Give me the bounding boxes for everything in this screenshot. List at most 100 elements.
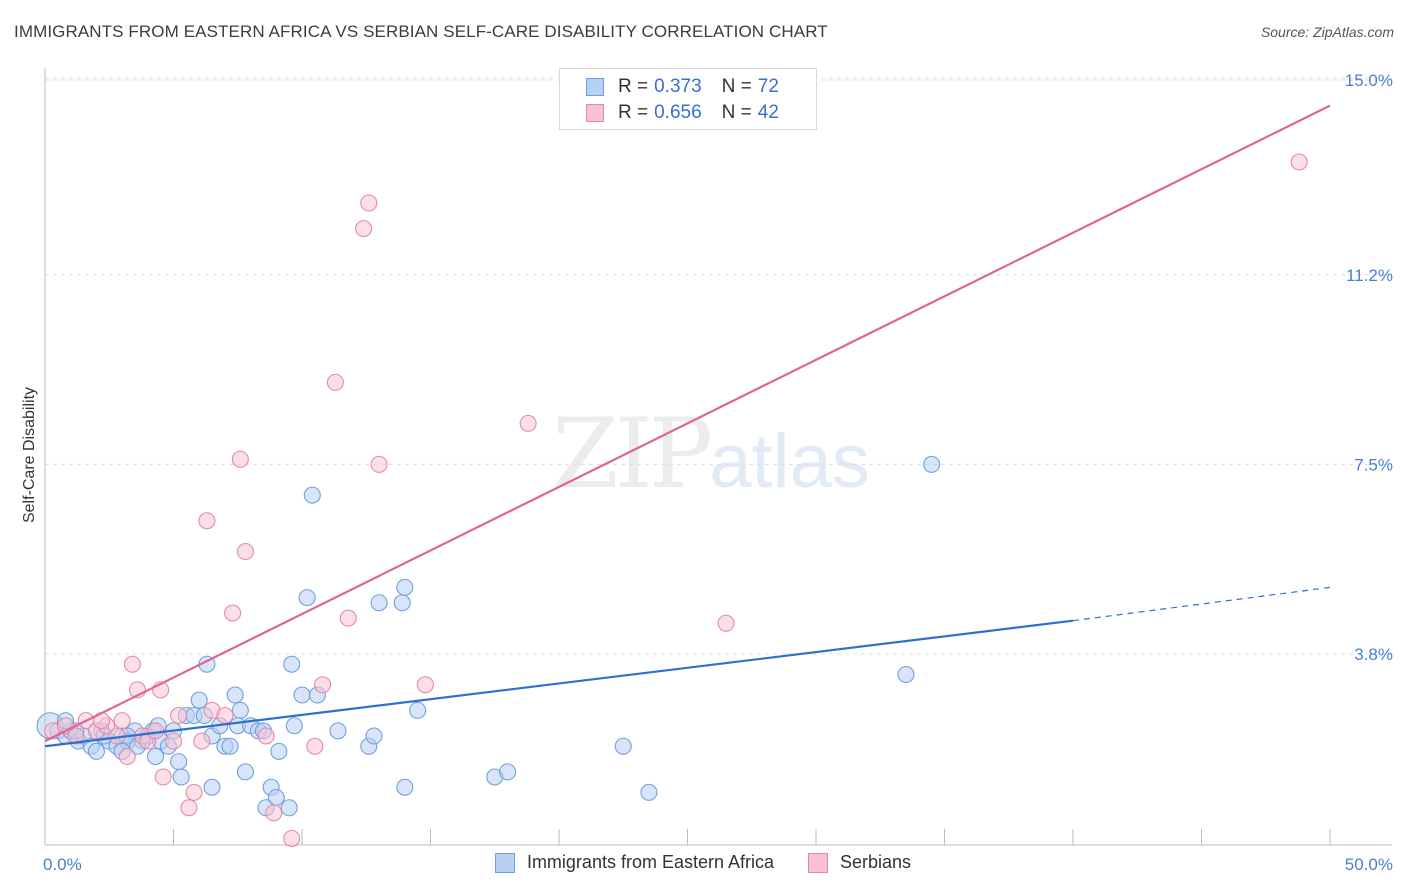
point-serbians xyxy=(236,542,255,561)
point-eastern-africa xyxy=(231,701,249,719)
legend-series: Immigrants from Eastern Africa Serbians xyxy=(0,852,1406,873)
series-eastern-africa-points xyxy=(36,455,941,817)
point-serbians xyxy=(370,455,388,473)
legend-label: Serbians xyxy=(840,852,912,872)
y-tick-label: 7.5% xyxy=(1354,455,1393,474)
point-serbians xyxy=(118,747,136,766)
r-label: R = xyxy=(618,76,649,97)
point-serbians xyxy=(717,614,735,632)
point-eastern-africa xyxy=(267,788,285,807)
point-serbians xyxy=(216,706,234,725)
grid xyxy=(45,77,1392,655)
n-label: N = xyxy=(721,76,752,97)
point-eastern-africa xyxy=(298,589,316,607)
trend-eastern-africa-extension xyxy=(1072,586,1331,622)
point-serbians xyxy=(180,799,198,817)
y-tick-label: 15.0% xyxy=(1345,71,1393,90)
legend-swatch-blue xyxy=(494,852,515,873)
r-label: R = xyxy=(618,102,649,123)
point-eastern-africa xyxy=(329,722,347,740)
watermark: ZIPatlas xyxy=(552,398,870,510)
y-tick-label: 3.8% xyxy=(1354,645,1393,664)
point-serbians xyxy=(224,604,242,622)
point-eastern-africa xyxy=(221,737,239,755)
y-axis-label: Self-Care Disability xyxy=(21,386,38,524)
legend-row-eastern-africa: R = 0.373 N = 72 xyxy=(586,74,779,100)
r-value: 0.656 xyxy=(654,102,702,123)
point-eastern-africa xyxy=(226,686,244,704)
point-serbians xyxy=(193,732,211,750)
x-tick-label: 0.0% xyxy=(43,855,82,874)
point-eastern-africa xyxy=(370,594,388,612)
trend-serbians xyxy=(44,104,1331,743)
point-eastern-africa xyxy=(283,655,301,673)
point-serbians xyxy=(360,194,378,212)
point-serbians xyxy=(170,706,188,725)
point-eastern-africa xyxy=(236,763,255,781)
point-eastern-africa xyxy=(280,799,298,817)
ticks: 3.8% 7.5% 11.2% 15.0% 0.0% 50.0% xyxy=(43,71,1393,874)
point-eastern-africa xyxy=(190,691,208,709)
point-eastern-africa xyxy=(923,455,941,473)
point-serbians xyxy=(355,220,373,238)
point-eastern-africa xyxy=(303,486,321,504)
legend-swatch-blue xyxy=(586,78,604,96)
point-serbians xyxy=(113,712,131,730)
chart-title: IMMIGRANTS FROM EASTERN AFRICA VS SERBIA… xyxy=(14,22,828,41)
point-serbians xyxy=(67,727,85,745)
trend-eastern-africa xyxy=(44,619,1074,748)
legend-label: Immigrants from Eastern Africa xyxy=(526,852,775,872)
point-serbians xyxy=(1290,153,1308,171)
n-label: N = xyxy=(721,102,752,123)
point-eastern-africa xyxy=(409,701,427,719)
point-eastern-africa xyxy=(365,727,383,745)
point-serbians xyxy=(326,373,344,391)
legend-row-serbians: R = 0.656 N = 42 xyxy=(586,100,779,126)
point-serbians xyxy=(123,655,141,673)
legend-swatch-pink xyxy=(586,104,604,122)
watermark-zip: ZIP xyxy=(552,398,713,510)
point-eastern-africa xyxy=(172,768,190,786)
x-tick-label: 50.0% xyxy=(1345,855,1393,874)
watermark-atlas: atlas xyxy=(709,419,870,504)
point-eastern-africa xyxy=(203,778,221,796)
point-eastern-africa xyxy=(897,665,915,684)
legend-stats: R = 0.373 N = 72 R = 0.656 N = 42 xyxy=(559,68,817,130)
legend-item-eastern-africa[interactable]: Immigrants from Eastern Africa xyxy=(494,852,775,873)
point-serbians xyxy=(519,414,537,432)
point-serbians xyxy=(416,676,434,694)
point-serbians xyxy=(146,722,165,740)
point-serbians xyxy=(265,804,283,822)
point-eastern-africa xyxy=(499,763,517,781)
point-eastern-africa xyxy=(293,686,311,704)
y-tick-label: 11.2% xyxy=(1346,266,1393,285)
point-serbians xyxy=(231,450,249,468)
point-serbians xyxy=(164,732,183,750)
point-eastern-africa xyxy=(396,578,414,596)
r-value: 0.373 xyxy=(654,76,702,97)
point-eastern-africa xyxy=(396,778,414,796)
n-value: 72 xyxy=(757,76,779,97)
legend-item-serbians[interactable]: Serbians xyxy=(808,852,911,873)
trend-lines xyxy=(44,104,1331,748)
point-eastern-africa xyxy=(640,783,658,801)
point-eastern-africa xyxy=(285,717,303,735)
point-serbians xyxy=(257,727,275,745)
legend-swatch-pink xyxy=(808,852,829,873)
point-serbians xyxy=(198,512,216,530)
series-serbians-points xyxy=(44,153,1308,848)
point-serbians xyxy=(339,609,357,627)
point-serbians xyxy=(185,783,203,801)
point-eastern-africa xyxy=(146,747,165,766)
point-serbians xyxy=(306,737,324,755)
point-serbians xyxy=(283,829,301,848)
point-eastern-africa xyxy=(393,594,411,612)
point-eastern-africa xyxy=(87,742,105,760)
point-eastern-africa xyxy=(170,753,188,771)
source-label: Source: ZipAtlas.com xyxy=(1260,24,1394,40)
n-value: 42 xyxy=(757,102,779,123)
point-serbians xyxy=(154,768,172,786)
point-serbians xyxy=(314,676,332,694)
point-eastern-africa xyxy=(614,737,632,755)
